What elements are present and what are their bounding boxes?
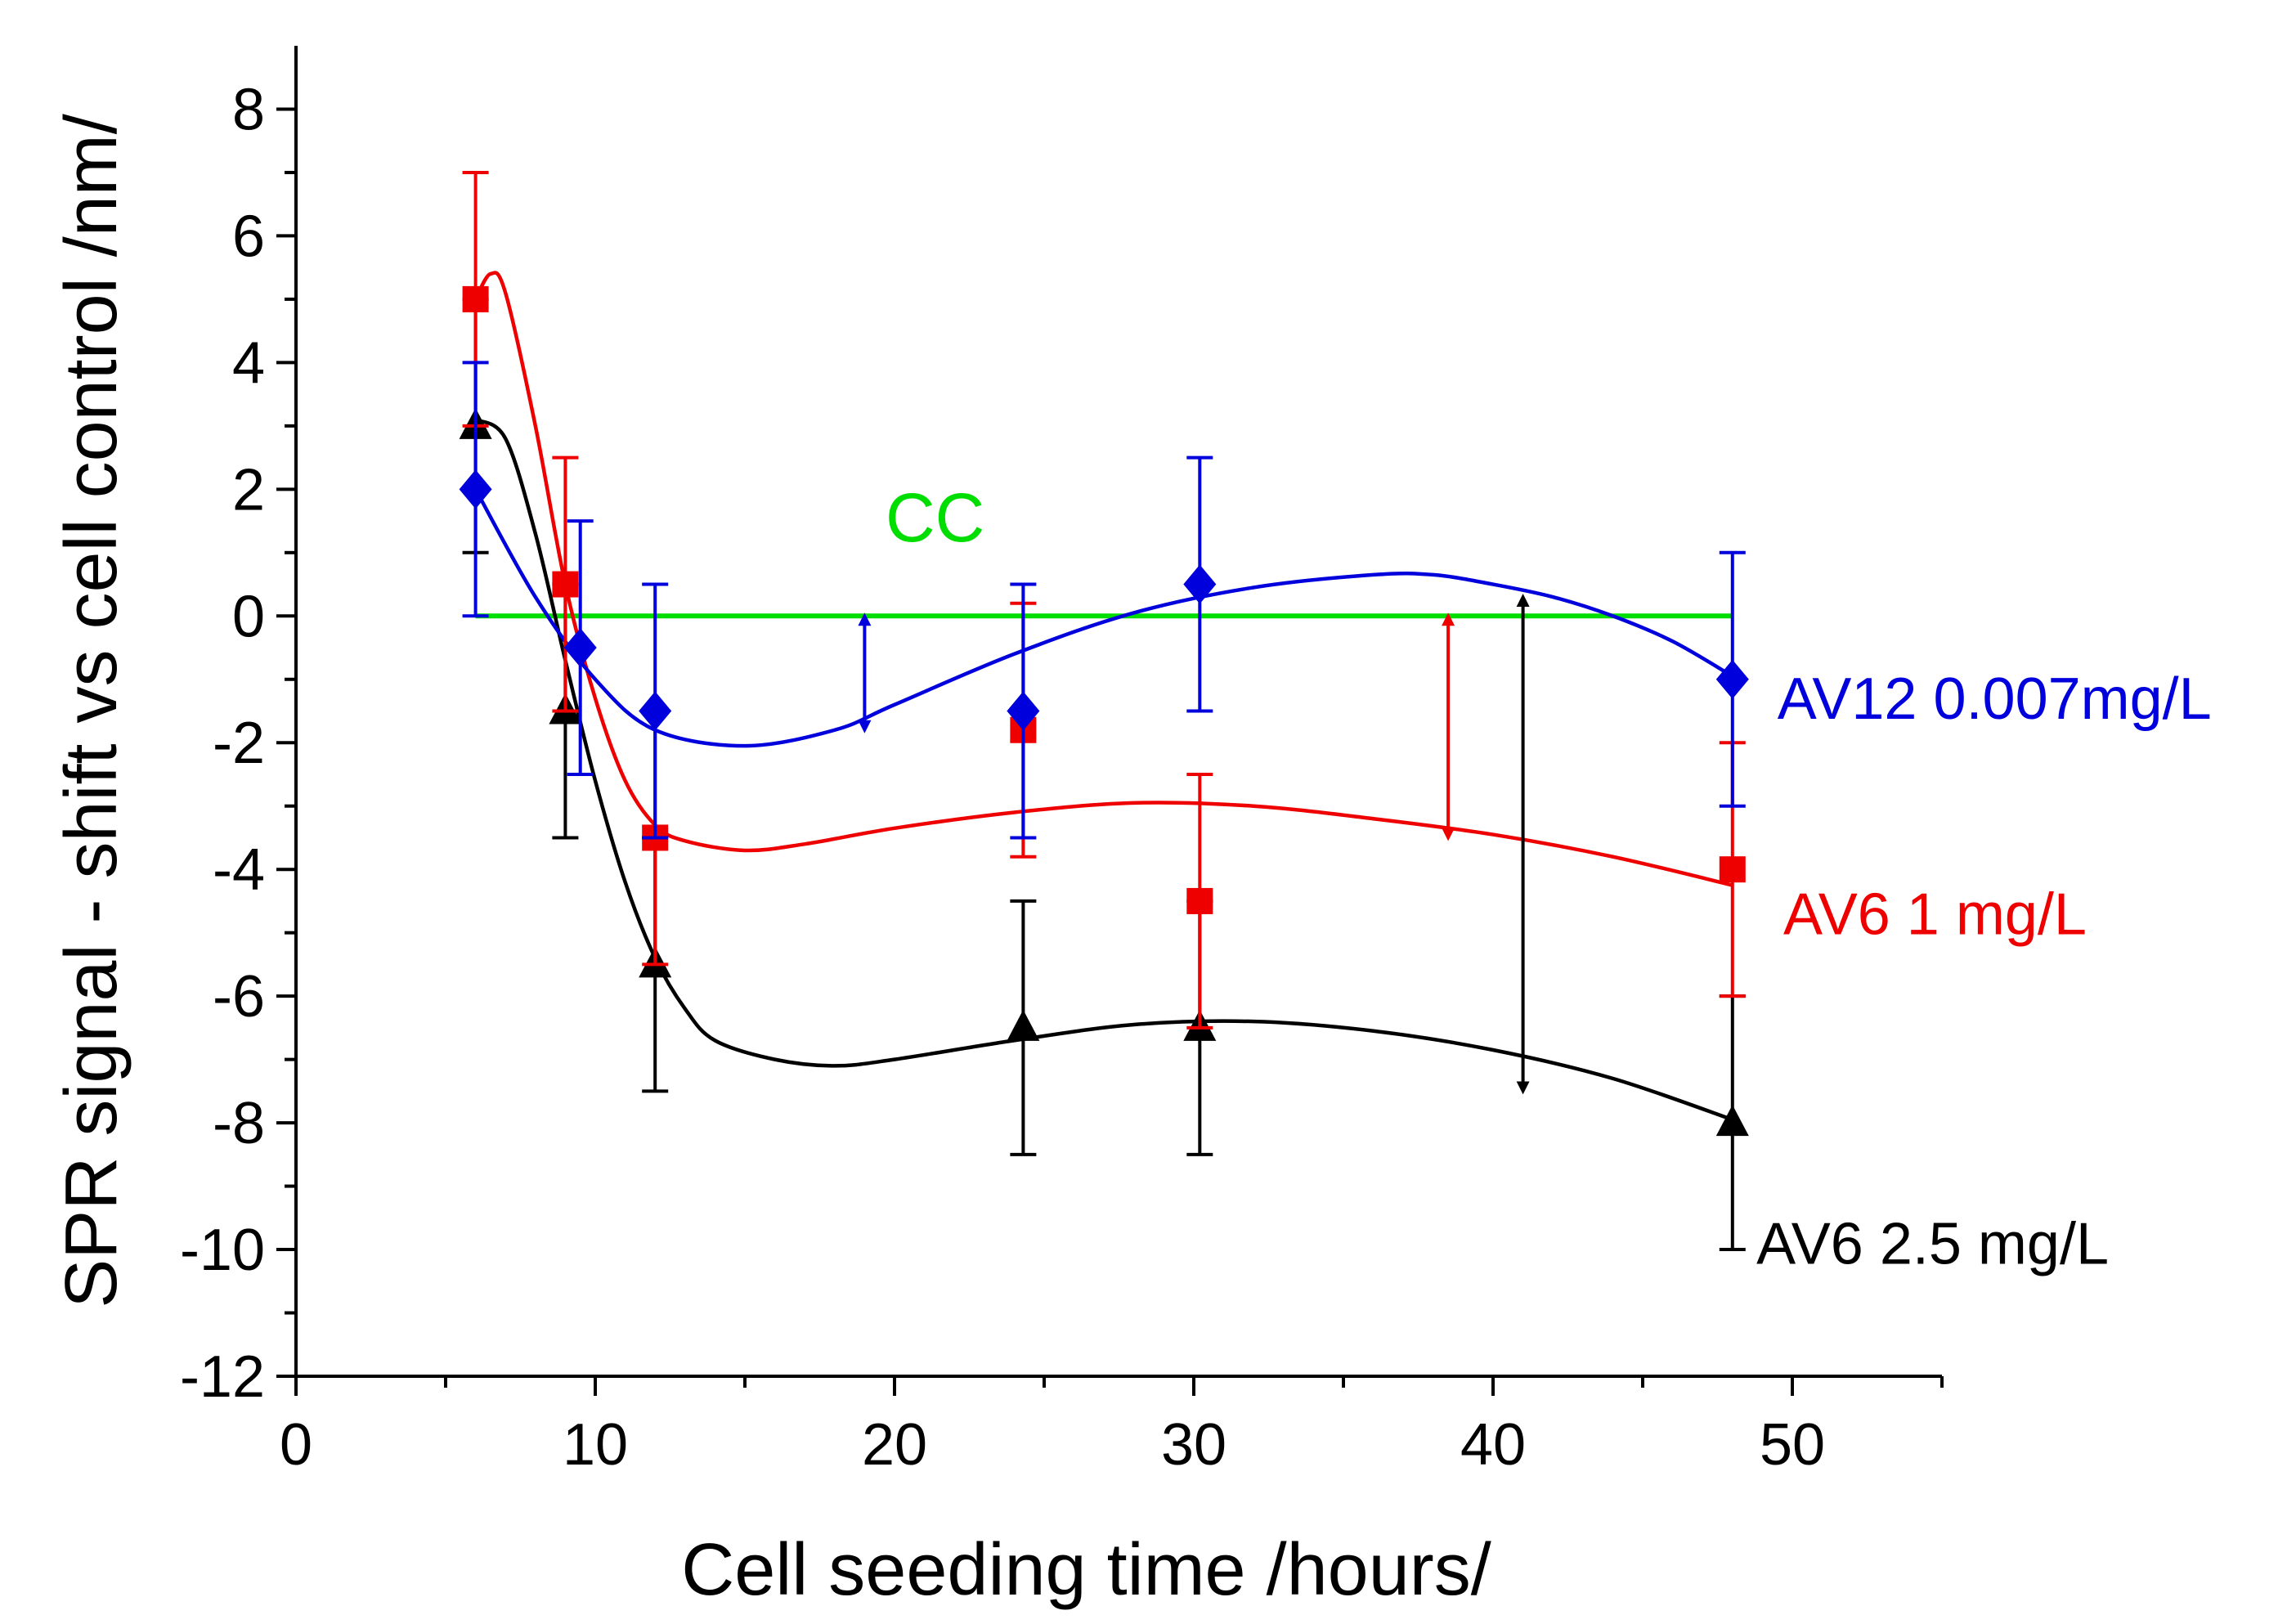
fit-curve-av12-0-007mg-l (473, 488, 1733, 748)
y-tick-label: 2 (232, 457, 265, 523)
diamond-marker (1715, 659, 1749, 699)
data-point-av12-0-007mg-l (563, 519, 597, 776)
diamond-marker (459, 469, 492, 509)
data-point-av6-1-mg-l (1186, 772, 1213, 1030)
data-point-av6-2-5-mg-l (1007, 899, 1040, 1156)
diamond-marker (1007, 691, 1040, 731)
series-label: AV6 1 mg/L (1783, 882, 2087, 947)
fit-curve-av6-2-5-mg-l (474, 418, 1733, 1122)
data-point-av12-0-007mg-l (459, 361, 492, 618)
y-tick-label: -10 (180, 1218, 265, 1283)
x-tick-label: 0 (280, 1412, 312, 1478)
triangle-marker (1715, 1105, 1749, 1137)
series-label: AV6 2.5 mg/L (1756, 1211, 2109, 1276)
diamond-marker (639, 691, 672, 731)
annotations: CC AV12 0.007mg/L AV6 1 mg/L AV6 2.5 mg/L (858, 479, 2212, 1276)
series-label: AV12 0.007mg/L (1778, 666, 2212, 732)
x-tick-label: 10 (563, 1412, 628, 1478)
data-point-av6-1-mg-l (552, 455, 579, 713)
y-tick-label: -2 (213, 711, 265, 776)
y-tick-label: 0 (232, 584, 265, 649)
data-point-av12-0-007mg-l (1715, 550, 1749, 808)
diamond-marker (563, 628, 597, 668)
y-tick-label: 8 (232, 77, 265, 142)
y-tick-label: 4 (232, 330, 265, 396)
square-marker (1186, 887, 1213, 914)
x-tick-label: 20 (862, 1412, 927, 1478)
y-tick-label: 6 (232, 204, 265, 269)
triangle-marker (1007, 1009, 1040, 1041)
x-tick-label: 50 (1760, 1412, 1825, 1478)
square-marker (552, 571, 579, 598)
x-tick-label: 40 (1460, 1412, 1526, 1478)
y-axis-title: SPR signal - shift vs cell control /nm/ (51, 114, 132, 1308)
cc-label: CC (886, 479, 984, 556)
y-tick-label: -8 (213, 1091, 265, 1156)
data-point-av12-0-007mg-l (1007, 582, 1040, 840)
square-marker (1719, 856, 1746, 883)
data-point-av12-0-007mg-l (639, 582, 672, 840)
y-tick-label: -12 (180, 1344, 265, 1410)
data-points (459, 170, 1749, 1252)
x-axis-title: Cell seeding time /hours/ (681, 1529, 1491, 1611)
y-tick-label: -4 (213, 837, 265, 903)
data-point-av6-2-5-mg-l (1715, 994, 1749, 1252)
y-tick-label: -6 (213, 964, 265, 1030)
square-marker (462, 285, 489, 312)
fit-curve-av6-1-mg-l (473, 271, 1733, 887)
x-tick-label: 30 (1161, 1412, 1226, 1478)
fit-lines (473, 271, 1733, 1122)
diamond-marker (1183, 564, 1217, 604)
data-point-av12-0-007mg-l (1183, 455, 1217, 713)
